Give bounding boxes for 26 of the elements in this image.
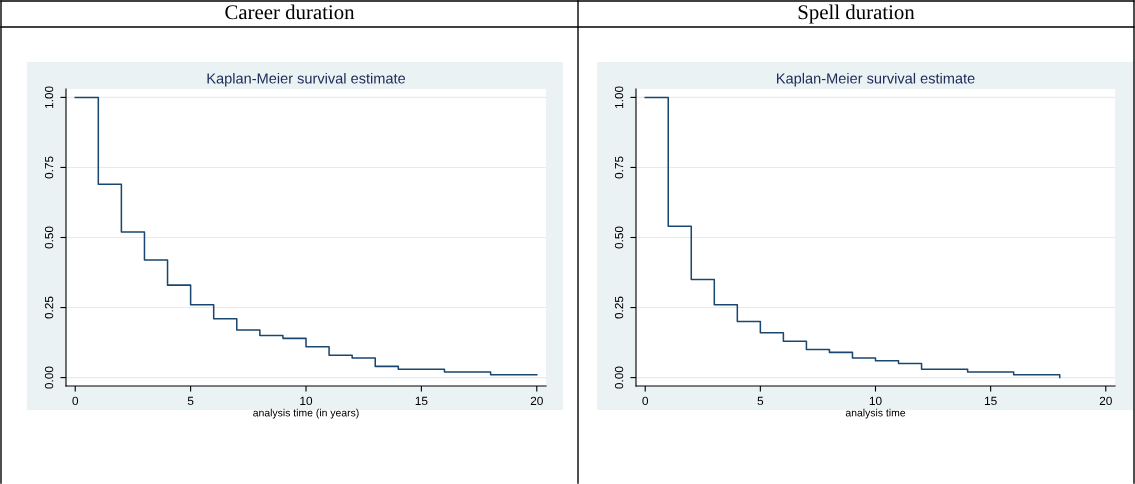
x-tick-label: 20 bbox=[530, 396, 543, 406]
chart-subtitle: Kaplan-Meier survival estimate bbox=[207, 72, 406, 87]
x-axis-title: analysis time (in years) bbox=[253, 408, 359, 419]
chart-title: Career duration bbox=[225, 4, 355, 20]
y-tick-label: 1.00 bbox=[44, 86, 54, 108]
y-tick-label: 0.25 bbox=[614, 296, 624, 319]
x-tick-label: 10 bbox=[300, 396, 313, 406]
x-tick-label: 15 bbox=[984, 396, 997, 406]
x-tick-label: 5 bbox=[757, 396, 764, 406]
chart-title: Spell duration bbox=[798, 4, 915, 24]
x-tick-label: 20 bbox=[1099, 396, 1112, 406]
chart-subtitle: Kaplan-Meier survival estimate bbox=[777, 72, 975, 87]
y-tick-label: 0.25 bbox=[44, 296, 54, 319]
x-tick-label: 0 bbox=[72, 396, 79, 406]
x-tick-label: 10 bbox=[869, 396, 882, 406]
x-tick-label: 0 bbox=[642, 396, 649, 406]
y-tick-label: 0.75 bbox=[44, 156, 54, 179]
y-tick-label: 0.75 bbox=[614, 156, 624, 179]
x-axis-title: analysis time bbox=[845, 408, 906, 419]
x-tick-label: 15 bbox=[415, 396, 428, 406]
x-tick-label: 5 bbox=[187, 396, 194, 406]
y-tick-label: 0.50 bbox=[614, 226, 624, 249]
y-tick-label: 0.50 bbox=[44, 226, 54, 249]
y-tick-label: 0.00 bbox=[44, 366, 54, 389]
y-tick-label: 1.00 bbox=[614, 86, 624, 108]
y-tick-label: 0.00 bbox=[614, 366, 624, 389]
